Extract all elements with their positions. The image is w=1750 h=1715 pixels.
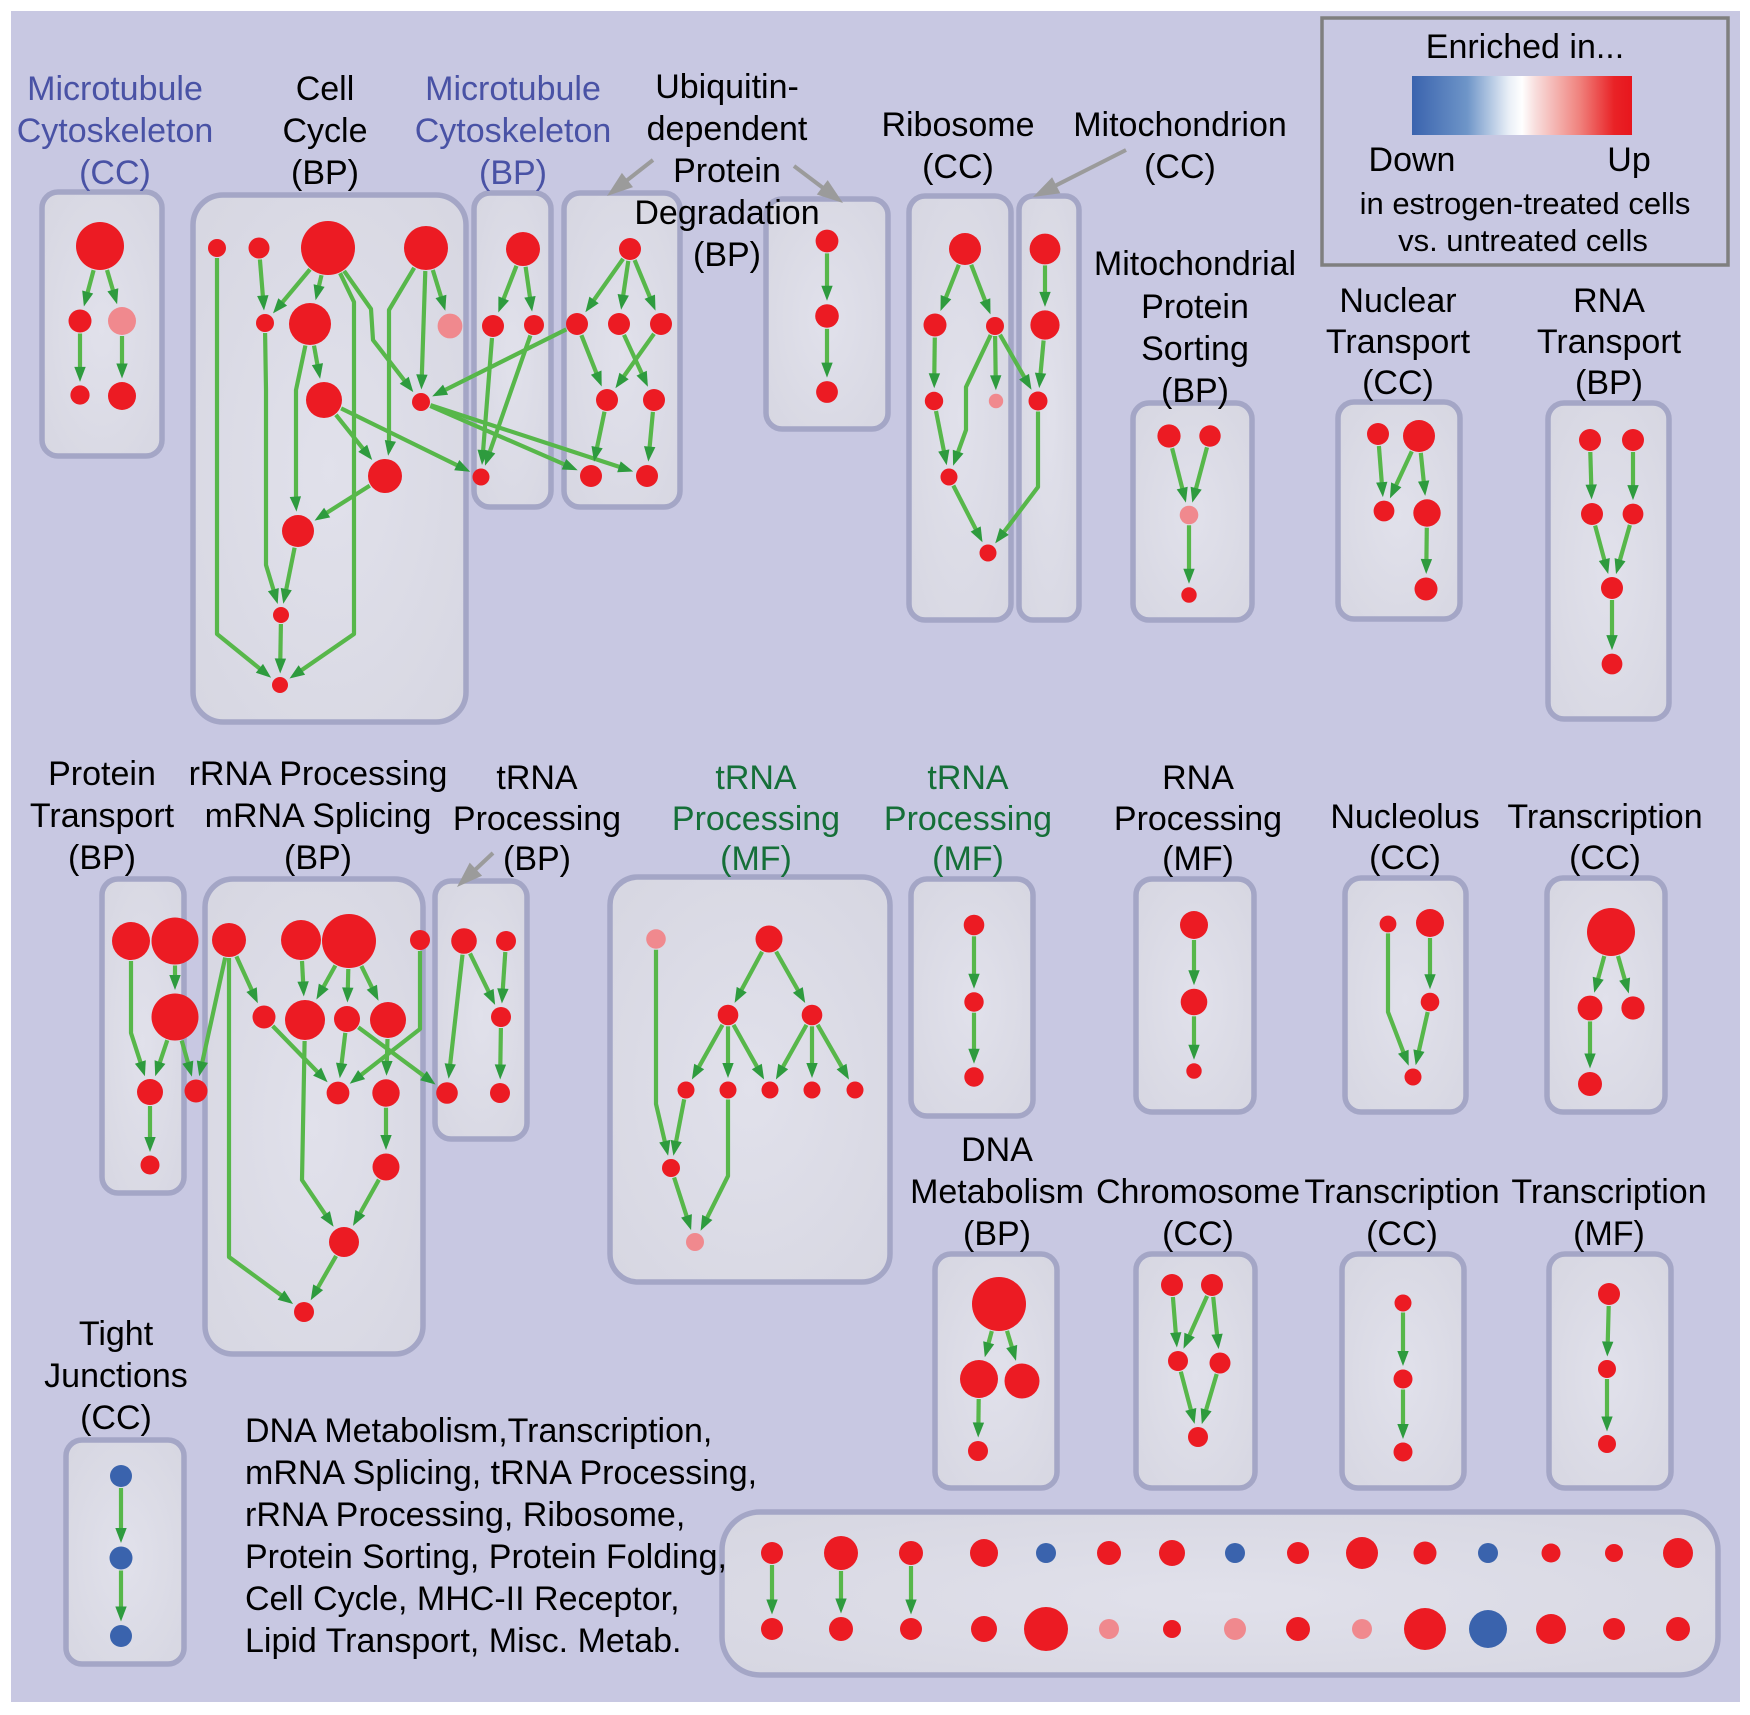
svg-text:Transcription: Transcription (1304, 1173, 1499, 1211)
svg-text:Processing: Processing (453, 800, 621, 838)
svg-text:rRNA Processing, Ribosome,: rRNA Processing, Ribosome, (245, 1496, 685, 1534)
svg-text:Processing: Processing (884, 800, 1052, 838)
svg-text:Ribosome: Ribosome (881, 106, 1034, 144)
svg-text:(CC): (CC) (1369, 839, 1441, 877)
svg-text:(MF): (MF) (1162, 840, 1234, 878)
svg-text:Transcription: Transcription (1511, 1173, 1706, 1211)
svg-text:Cell: Cell (296, 70, 355, 108)
svg-text:(BP): (BP) (1161, 372, 1229, 410)
svg-text:(MF): (MF) (932, 840, 1004, 878)
svg-text:(BP): (BP) (68, 839, 136, 877)
svg-text:RNA: RNA (1573, 282, 1645, 320)
svg-text:Tight: Tight (79, 1315, 154, 1353)
svg-text:Ubiquitin-: Ubiquitin- (655, 68, 799, 106)
svg-text:Transport: Transport (1326, 323, 1471, 361)
svg-text:Transport: Transport (30, 797, 175, 835)
svg-text:rRNA Processing: rRNA Processing (189, 755, 448, 793)
svg-text:Transport: Transport (1537, 323, 1682, 361)
svg-text:Nucleolus: Nucleolus (1330, 798, 1479, 836)
svg-text:(BP): (BP) (284, 839, 352, 877)
svg-text:(CC): (CC) (1144, 148, 1216, 186)
svg-text:Mitochondrial: Mitochondrial (1094, 245, 1296, 283)
svg-text:Chromosome: Chromosome (1096, 1173, 1300, 1211)
svg-text:Processing: Processing (1114, 800, 1282, 838)
svg-text:(BP): (BP) (479, 154, 547, 192)
svg-text:Sorting: Sorting (1141, 330, 1249, 368)
svg-text:(CC): (CC) (1362, 364, 1434, 402)
svg-text:tRNA: tRNA (715, 759, 797, 797)
svg-text:Transcription: Transcription (1507, 798, 1702, 836)
svg-text:Protein: Protein (1141, 288, 1249, 326)
svg-text:Lipid Transport, Misc. Metab.: Lipid Transport, Misc. Metab. (245, 1622, 682, 1660)
svg-text:tRNA: tRNA (496, 759, 578, 797)
svg-text:DNA Metabolism,Transcription,: DNA Metabolism,Transcription, (245, 1412, 712, 1450)
svg-text:Protein: Protein (48, 755, 156, 793)
svg-text:Protein: Protein (673, 152, 781, 190)
svg-text:(BP): (BP) (1575, 364, 1643, 402)
svg-text:Cytoskeleton: Cytoskeleton (17, 112, 214, 150)
svg-text:Microtubule: Microtubule (27, 70, 203, 108)
svg-text:Nuclear: Nuclear (1339, 282, 1456, 320)
svg-text:(BP): (BP) (963, 1215, 1031, 1253)
svg-text:Up: Up (1607, 141, 1650, 179)
svg-text:Cytoskeleton: Cytoskeleton (415, 112, 612, 150)
svg-text:Processing: Processing (672, 800, 840, 838)
svg-text:(MF): (MF) (720, 840, 792, 878)
svg-text:dependent: dependent (647, 110, 808, 148)
svg-text:mRNA Splicing: mRNA Splicing (205, 797, 432, 835)
svg-text:Degradation: Degradation (634, 194, 819, 232)
svg-text:mRNA Splicing, tRNA Processing: mRNA Splicing, tRNA Processing, (245, 1454, 757, 1492)
svg-text:Junctions: Junctions (44, 1357, 188, 1395)
svg-text:(CC): (CC) (79, 154, 151, 192)
svg-text:Protein Sorting, Protein Foldi: Protein Sorting, Protein Folding, (245, 1538, 727, 1576)
svg-text:RNA: RNA (1162, 759, 1234, 797)
svg-text:in estrogen-treated cells: in estrogen-treated cells (1360, 186, 1691, 221)
svg-text:Microtubule: Microtubule (425, 70, 601, 108)
svg-text:Cycle: Cycle (282, 112, 367, 150)
svg-text:(CC): (CC) (1162, 1215, 1234, 1253)
svg-text:Enriched in...: Enriched in... (1426, 28, 1624, 66)
svg-text:(CC): (CC) (1569, 839, 1641, 877)
svg-text:vs. untreated cells: vs. untreated cells (1398, 223, 1648, 258)
svg-text:(MF): (MF) (1573, 1215, 1645, 1253)
svg-text:tRNA: tRNA (927, 759, 1009, 797)
svg-text:(CC): (CC) (922, 148, 994, 186)
svg-text:Metabolism: Metabolism (910, 1173, 1084, 1211)
svg-text:Mitochondrion: Mitochondrion (1073, 106, 1287, 144)
svg-text:(CC): (CC) (80, 1399, 152, 1437)
svg-text:(CC): (CC) (1366, 1215, 1438, 1253)
svg-text:DNA: DNA (961, 1131, 1033, 1169)
svg-text:(BP): (BP) (291, 154, 359, 192)
svg-text:(BP): (BP) (693, 236, 761, 274)
svg-text:Cell Cycle, MHC-II Receptor,: Cell Cycle, MHC-II Receptor, (245, 1580, 680, 1618)
svg-text:Down: Down (1369, 141, 1456, 179)
svg-text:(BP): (BP) (503, 840, 571, 878)
